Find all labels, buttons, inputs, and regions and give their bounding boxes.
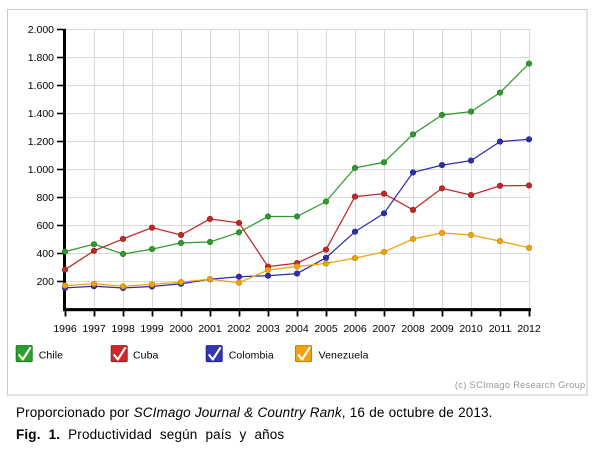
svg-text:2002: 2002 [227,323,251,335]
svg-text:1.800: 1.800 [28,52,54,64]
svg-text:800: 800 [36,192,54,204]
svg-text:2008: 2008 [401,323,425,335]
svg-text:Venezuela: Venezuela [319,349,369,361]
svg-text:2010: 2010 [459,323,483,335]
svg-text:600: 600 [36,220,54,232]
svg-text:2012: 2012 [517,323,541,335]
svg-text:1.600: 1.600 [28,80,54,92]
svg-text:Chile: Chile [39,349,63,361]
svg-text:1.000: 1.000 [28,164,54,176]
svg-text:2007: 2007 [372,323,396,335]
svg-text:(c) SCImago Research Group: (c) SCImago Research Group [455,380,586,390]
svg-text:1998: 1998 [111,323,135,335]
svg-text:2011: 2011 [489,323,512,335]
svg-text:1.200: 1.200 [28,136,54,148]
svg-text:2001: 2001 [198,323,222,335]
svg-text:2000: 2000 [169,323,193,335]
svg-text:400: 400 [36,248,54,260]
svg-text:2009: 2009 [430,323,454,335]
svg-text:2006: 2006 [343,323,367,335]
svg-text:Cuba: Cuba [133,349,159,361]
svg-text:200: 200 [36,276,54,288]
svg-text:1996: 1996 [53,323,77,335]
svg-text:1.400: 1.400 [28,108,54,120]
svg-text:2.000: 2.000 [28,24,54,36]
svg-text:2005: 2005 [314,323,338,335]
svg-text:1997: 1997 [82,323,106,335]
svg-text:Colombia: Colombia [229,349,274,361]
svg-text:2003: 2003 [256,323,280,335]
svg-text:2004: 2004 [285,323,309,335]
svg-text:1999: 1999 [140,323,164,335]
